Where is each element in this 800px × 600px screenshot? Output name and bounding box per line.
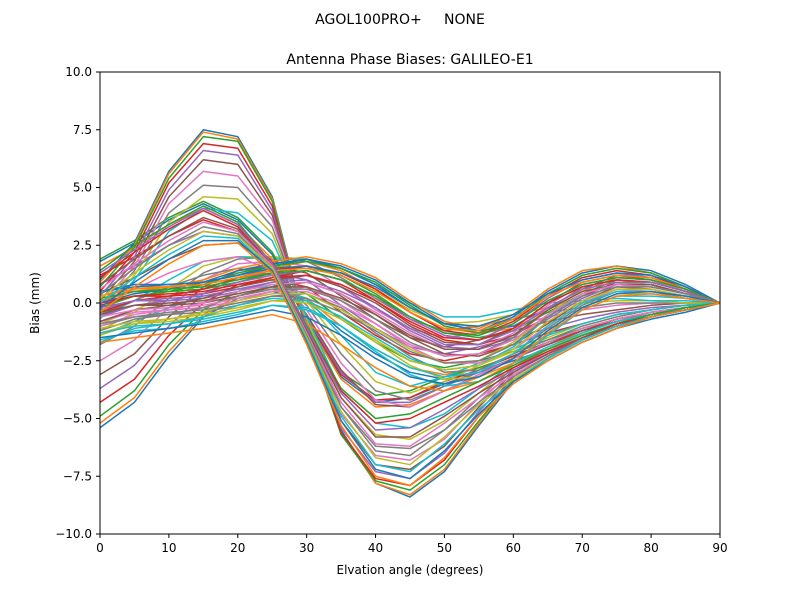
x-tick-label: 60 [506,541,521,555]
x-tick-label: 70 [575,541,590,555]
chart-title: Antenna Phase Biases: GALILEO-E1 [286,52,533,68]
series-line-60 [99,290,721,378]
x-tick-label: 30 [299,541,314,555]
y-tick-label: −2.5 [63,354,92,368]
x-tick-label: 0 [96,541,104,555]
series-line-52 [99,267,721,332]
y-axis: −10.0 −7.5 −5.0 −2.5 0.0 2.5 5.0 7.5 10.0 [55,65,100,541]
series-line-9 [99,256,720,332]
y-tick-label: 0.0 [73,296,92,310]
series-line-61 [99,290,721,385]
y-tick-label: −5.0 [63,412,92,426]
x-tick-label: 10 [161,541,176,555]
x-tick-label: 80 [643,541,658,555]
x-axis-label: Elvation angle (degrees) [337,563,484,577]
y-tick-label: 2.5 [73,238,92,252]
y-tick-label: 10.0 [65,65,92,79]
series-line-72 [99,242,721,487]
y-tick-label: −7.5 [63,469,92,483]
series-line-51 [99,265,721,327]
y-tick-label: 7.5 [73,123,92,137]
x-axis: 0 10 20 30 40 50 60 70 80 90 [96,534,728,555]
y-tick-label: 5.0 [73,181,92,195]
x-tick-label: 50 [437,541,452,555]
series-line-54 [99,274,721,341]
x-tick-label: 90 [712,541,727,555]
series-layer [99,129,721,498]
series-line-18 [99,267,721,401]
series-line-42 [99,256,721,330]
x-tick-label: 20 [230,541,245,555]
series-line-57 [99,283,721,357]
series-line-55 [99,279,721,346]
series-line-17 [99,256,721,408]
plot-area: 0 10 20 30 40 50 60 70 80 90 −10.0 −7.5 −5.0 −2.5 0.0… [55,65,727,555]
y-tick-label: −10.0 [55,527,92,541]
series-line-58 [99,286,721,364]
series-line-59 [99,288,721,371]
figure-suptitle: AGOL100PRO+ NONE [315,12,485,28]
series-line-64 [99,209,721,424]
x-tick-label: 40 [368,541,383,555]
series-line-70 [99,235,721,473]
series-line-53 [99,269,721,337]
y-axis-label: Bias (mm) [28,272,42,334]
series-line-62 [99,293,721,392]
